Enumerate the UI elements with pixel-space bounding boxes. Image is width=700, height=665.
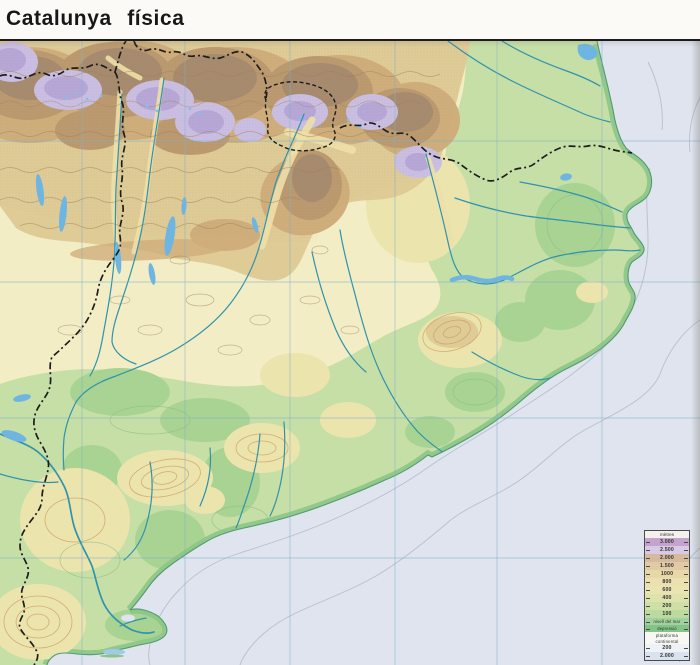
river-ribagorcana [89,93,123,377]
legend-band-2-000: 2.000 [645,554,689,562]
lake-northeast [577,43,598,61]
legend-band-nivell-del-mar: nivell del mar [645,618,689,625]
lakes-reservoirs [1,43,598,658]
delta-channel [119,617,147,627]
page-title: Catalunya física [6,7,185,30]
stream-sw-3 [199,447,212,507]
stream-sw-2 [0,473,59,484]
stream-sw-1 [123,461,153,561]
legend-band-1-500: 1.500 [645,562,689,570]
legend-band-depressió: depressió [645,625,689,632]
river-llobregat [339,229,453,459]
grid-lines [0,41,700,665]
delta-spit [100,654,124,658]
legend-band-100: 100 [645,610,689,618]
border-france-pyrenees [339,122,633,182]
delta-lagoon-fangar [121,614,135,622]
river-muga [519,181,623,213]
legend-band-600: 600 [645,586,689,594]
glacial-lakes [64,91,362,129]
scan-edge-shadow [691,41,700,665]
river-pallaresa [111,77,165,365]
legend-band-200: 200 [645,602,689,610]
river-francoli [235,433,261,529]
title-bar: Catalunya física [0,0,700,39]
border-france-east [133,41,268,99]
coastline [46,41,653,665]
physical-map [0,41,700,665]
border-aragon [18,71,126,665]
river-tordera [471,351,561,381]
title-rule [0,39,700,41]
contour-lines [0,71,604,649]
river-segre [62,113,305,471]
river-gaia [269,421,286,517]
river-fluvia [454,197,631,229]
legend-band-400: 400 [645,594,689,602]
legend-band-plataforma-continental: plataforma continental [645,632,689,644]
legend-band-200: 200 [645,644,689,652]
reservoir-susqueda [449,275,515,284]
river-cardener [311,251,367,373]
river-tet [447,41,611,123]
legend-band-2-500: 2.500 [645,546,689,554]
legend-band-2-000: 2.000 [645,652,689,660]
borders [0,41,633,665]
border-france [0,41,127,80]
river-tech [501,41,601,87]
elevation-legend: mètres 3.000 2.500 2.000 1.500 1000 800 600 400… [644,530,690,661]
delta-lagoon-alfacs [103,649,125,655]
map-area: mètres 3.000 2.500 2.000 1.500 1000 800 600 400… [0,41,700,665]
terrain-layers [0,41,652,665]
border-andorra [264,81,337,152]
legend-band-1000: 1000 [645,570,689,578]
legend-band-3-000: 3.000 [645,538,689,546]
scan-top-shadow [0,41,700,47]
legend-header: mètres [645,531,689,538]
legend-band-800: 800 [645,578,689,586]
